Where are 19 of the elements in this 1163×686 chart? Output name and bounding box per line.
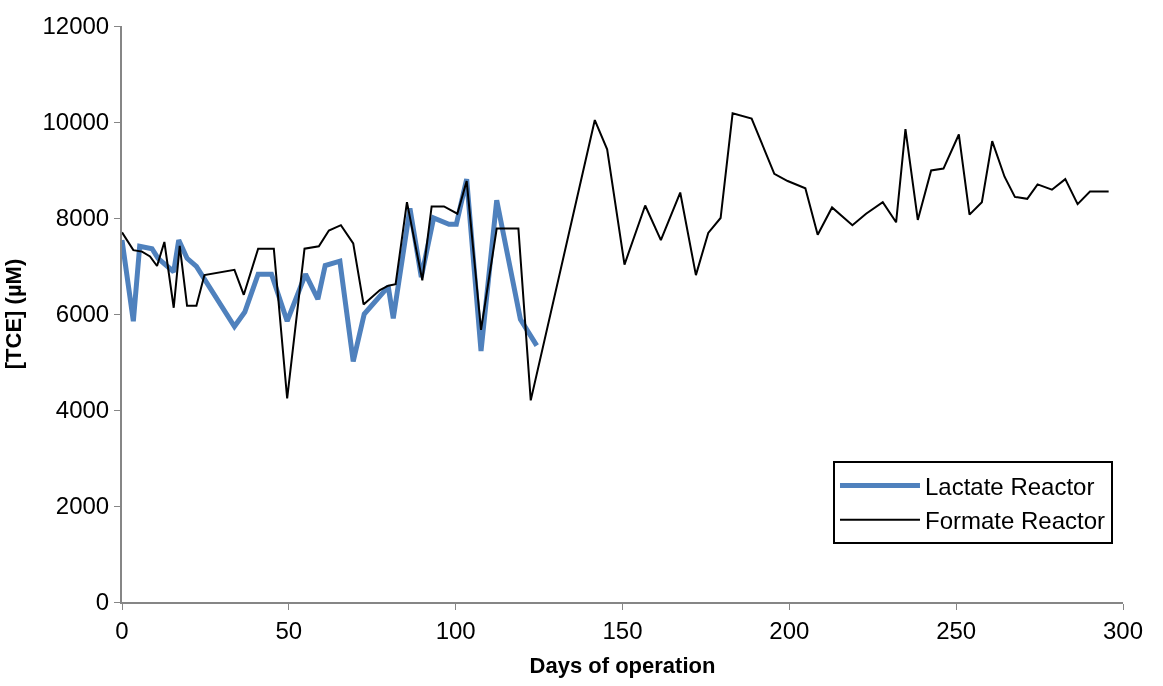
- x-tick-label: 250: [936, 616, 977, 644]
- y-tick-label: 6000: [55, 300, 110, 328]
- x-tick-label: 50: [275, 616, 303, 644]
- y-axis-title: [TCE] (µM): [0, 258, 26, 370]
- x-tick-label: 0: [115, 616, 129, 644]
- x-tick-label: 300: [1102, 616, 1144, 644]
- line-series: [122, 112, 1110, 402]
- legend-label: Formate Reactor: [924, 507, 1106, 535]
- legend-label: Lactate Reactor: [924, 472, 1095, 500]
- x-tick-label: 200: [769, 616, 810, 644]
- y-tick-label: 10000: [42, 108, 110, 136]
- x-tick-label: 150: [602, 616, 643, 644]
- y-tick-label: 0: [95, 588, 110, 616]
- x-axis-title: Days of operation: [529, 653, 716, 679]
- y-tick-label: 4000: [55, 396, 110, 424]
- y-tick-label: 8000: [55, 204, 110, 232]
- y-tick-label: 12000: [42, 12, 110, 40]
- y-tick-label: 2000: [55, 492, 110, 520]
- x-tick-label: 100: [435, 616, 476, 644]
